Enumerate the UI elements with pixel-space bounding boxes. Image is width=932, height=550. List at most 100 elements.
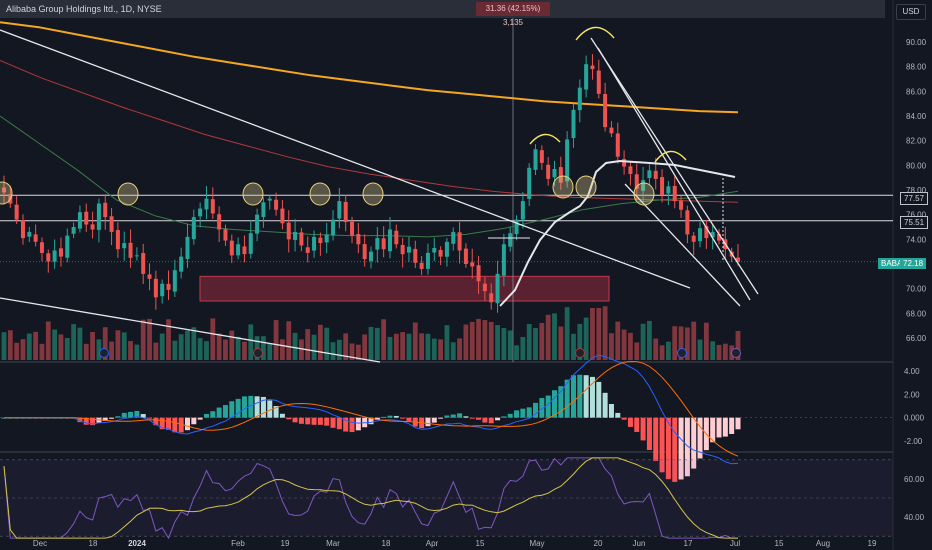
- candle-body: [198, 208, 203, 217]
- volume-bar: [450, 342, 456, 360]
- volume-bar: [400, 332, 406, 360]
- event-marker: [575, 348, 585, 358]
- highlight-arc: [575, 26, 615, 41]
- volume-bar: [406, 333, 412, 360]
- macd-histogram-bar: [469, 417, 475, 419]
- x-tick-label: 17: [684, 539, 693, 548]
- volume-bar: [482, 320, 488, 360]
- volume-bar: [514, 345, 519, 360]
- volume-bar: [317, 324, 323, 360]
- volume-bar: [267, 343, 273, 360]
- macd-histogram-bar: [197, 417, 203, 420]
- currency-button[interactable]: USD: [896, 4, 926, 20]
- candle-body: [672, 185, 677, 202]
- volume-bar: [298, 339, 304, 360]
- trendline-long-downtrend: [0, 29, 691, 289]
- volume-bar: [463, 324, 469, 360]
- channel-line-upper: [590, 37, 759, 295]
- macd-histogram-bar: [178, 417, 184, 433]
- level-lower-tag: 75.51: [900, 216, 929, 229]
- volume-bar: [488, 321, 494, 360]
- candle-body: [666, 186, 671, 194]
- macd-histogram-bar: [646, 417, 652, 450]
- volume-bar: [153, 342, 159, 360]
- candle-body: [406, 246, 411, 253]
- macd-histogram-bar: [286, 417, 292, 420]
- macd-histogram-bar: [514, 410, 520, 418]
- volume-bar: [185, 330, 190, 360]
- volume-bar: [83, 343, 89, 360]
- macd-histogram-bar: [463, 416, 469, 418]
- macd-histogram-bar: [292, 417, 298, 423]
- candle-body: [84, 211, 89, 225]
- macd-histogram-bar: [387, 415, 393, 418]
- candle-body: [533, 149, 538, 170]
- candle-body: [381, 238, 386, 250]
- ma-green-line: [0, 115, 739, 238]
- candle-body: [476, 265, 481, 282]
- volume-bar: [77, 327, 83, 360]
- macd-histogram-bar: [254, 396, 260, 418]
- volume-bar: [539, 322, 545, 360]
- candle-body: [717, 233, 722, 241]
- candle-body: [362, 244, 367, 260]
- macd-histogram-bar: [552, 390, 557, 418]
- volume-bar: [305, 329, 311, 360]
- y-tick-label: 68.00: [906, 309, 927, 318]
- x-tick-label: Jun: [633, 539, 646, 548]
- candle-body: [457, 232, 462, 251]
- volume-bar: [381, 319, 387, 360]
- volume-bar: [210, 318, 216, 360]
- header-bar: [0, 0, 885, 18]
- volume-bar: [254, 336, 260, 360]
- macd-histogram-bar: [653, 417, 659, 461]
- candle-body: [394, 230, 399, 245]
- macd-histogram-bar: [615, 412, 621, 418]
- macd-histogram-bar: [684, 417, 690, 477]
- volume-bar: [26, 333, 32, 360]
- candle-body: [653, 170, 658, 179]
- candle-body: [685, 210, 690, 235]
- candle-body: [299, 232, 304, 246]
- x-tick-label: Aug: [816, 539, 830, 548]
- curved-support-line: [499, 159, 736, 307]
- volume-bar: [191, 327, 197, 360]
- macd-histogram-bar: [431, 417, 437, 423]
- volume-bar: [590, 308, 595, 360]
- volume-bar: [653, 338, 659, 360]
- macd-histogram-bar: [589, 376, 595, 418]
- candle-body: [343, 201, 348, 223]
- candle-body: [369, 251, 373, 262]
- candle-body: [337, 201, 342, 219]
- macd-histogram-bar: [425, 417, 431, 427]
- volume-bar: [457, 338, 462, 360]
- volume-bar: [621, 329, 627, 360]
- macd-histogram-bar: [501, 416, 507, 418]
- x-tick-label: 18: [382, 539, 391, 548]
- macd-histogram-bar: [539, 398, 545, 418]
- y-tick-label: 90.00: [906, 38, 927, 47]
- macd-y-tick-label: 4.00: [904, 367, 920, 376]
- volume-bar: [71, 324, 77, 360]
- macd-histogram-bar: [488, 417, 494, 424]
- macd-histogram-bar: [678, 417, 684, 480]
- candle-body: [77, 212, 82, 229]
- macd-histogram-bar: [222, 405, 228, 418]
- volume-bar: [691, 321, 697, 360]
- macd-histogram-bar: [172, 417, 178, 433]
- highlight-ellipse: [362, 182, 384, 206]
- candle-body: [527, 167, 532, 199]
- volume-bar: [678, 326, 684, 360]
- candle-body: [470, 262, 475, 267]
- candle-body: [482, 283, 487, 292]
- volume-bar: [628, 332, 633, 360]
- macd-histogram-bar: [241, 396, 247, 418]
- candle-body: [312, 236, 317, 251]
- macd-histogram-bar: [305, 417, 311, 425]
- macd-histogram-bar: [520, 408, 526, 418]
- volume-bar: [552, 313, 557, 360]
- volume-bar: [520, 336, 526, 360]
- macd-histogram-bar: [77, 417, 83, 423]
- macd-histogram-bar: [298, 417, 304, 424]
